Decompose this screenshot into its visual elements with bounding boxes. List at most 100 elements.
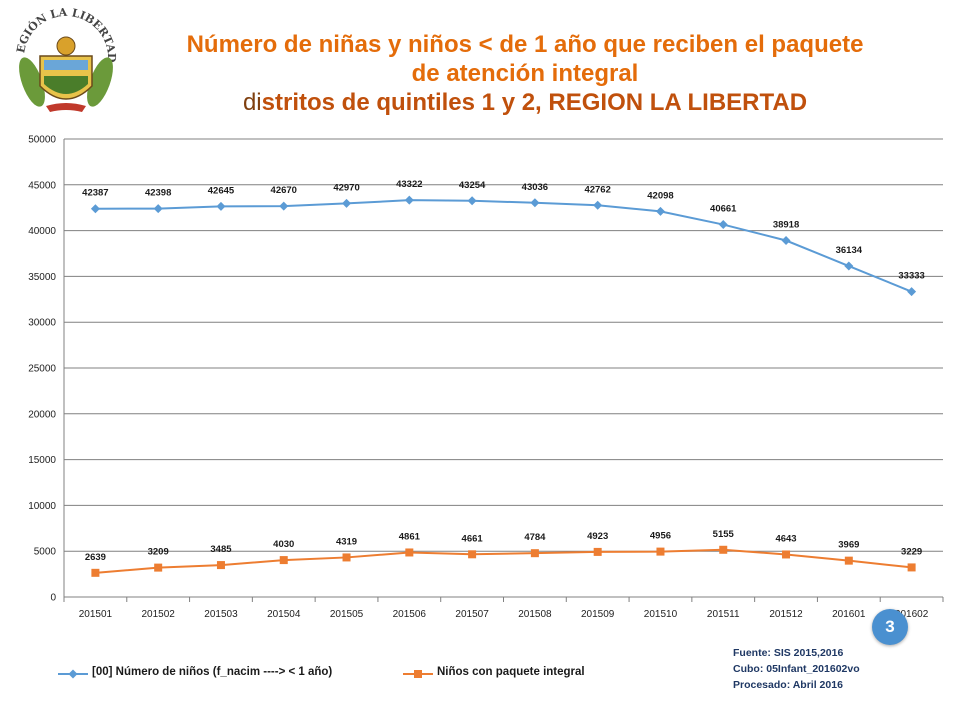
y-tick-label: 10000 bbox=[28, 501, 56, 512]
page-number-badge: 3 bbox=[872, 609, 908, 645]
x-tick-label: 201501 bbox=[79, 609, 113, 620]
data-label: 2639 bbox=[85, 552, 106, 563]
x-tick-label: 201502 bbox=[141, 609, 175, 620]
source-line: Fuente: SIS 2015,2016 bbox=[733, 647, 844, 659]
series-line-1 bbox=[95, 199, 912, 293]
data-label: 36134 bbox=[836, 245, 863, 256]
data-point-square bbox=[719, 545, 728, 554]
legend-marker-diamond-icon bbox=[58, 669, 88, 679]
data-point-square bbox=[91, 568, 100, 577]
data-label: 33333 bbox=[898, 271, 924, 282]
data-label: 4861 bbox=[399, 531, 421, 542]
data-label: 4643 bbox=[775, 533, 796, 544]
data-point-diamond bbox=[153, 204, 163, 214]
y-tick-label: 20000 bbox=[28, 409, 56, 420]
gridlines bbox=[64, 138, 943, 598]
data-point-square bbox=[782, 550, 791, 559]
y-tick-label: 50000 bbox=[28, 135, 56, 146]
data-label: 43254 bbox=[459, 180, 486, 191]
data-point-square bbox=[216, 561, 225, 570]
data-point-diamond bbox=[781, 236, 791, 246]
x-tick-label: 201601 bbox=[832, 609, 866, 620]
data-point-diamond bbox=[718, 220, 728, 230]
region-la-libertad-logo: REGIÓN LA LIBERTAD bbox=[10, 8, 118, 112]
data-point-square bbox=[844, 556, 853, 565]
data-point-diamond bbox=[216, 201, 226, 211]
data-label: 4661 bbox=[462, 533, 484, 544]
data-label: 42762 bbox=[584, 184, 610, 195]
data-label: 42398 bbox=[145, 188, 171, 199]
data-label: 4030 bbox=[273, 539, 294, 550]
data-point-square bbox=[593, 547, 602, 556]
data-label: 42645 bbox=[208, 185, 235, 196]
data-label: 3485 bbox=[210, 544, 232, 555]
data-label: 5155 bbox=[713, 529, 735, 540]
data-label: 42670 bbox=[271, 185, 297, 196]
data-point-square bbox=[656, 547, 665, 556]
data-label: 42387 bbox=[82, 188, 108, 199]
y-tick-label: 35000 bbox=[28, 272, 56, 283]
y-tick-label: 45000 bbox=[28, 180, 56, 191]
cube-line: Cubo: 05Infant_201602vo bbox=[733, 663, 860, 675]
y-axis: 0 5000 10000 15000 20000 25000 30000 35000 40000… bbox=[28, 135, 65, 604]
data-label: 4319 bbox=[336, 536, 357, 547]
data-label: 38918 bbox=[773, 220, 799, 231]
legend-marker-square-icon bbox=[403, 670, 433, 678]
data-point-diamond bbox=[655, 206, 665, 216]
x-tick-label: 201509 bbox=[581, 609, 615, 620]
data-point-diamond bbox=[844, 261, 854, 271]
y-tick-label: 25000 bbox=[28, 364, 56, 375]
title-line-2: de atención integral bbox=[411, 60, 639, 87]
data-point-diamond bbox=[593, 200, 603, 210]
x-axis: 201501 201502 201503 201504 201505 201506 2015… bbox=[63, 596, 944, 620]
data-label: 40661 bbox=[710, 204, 737, 215]
x-tick-label: 201504 bbox=[267, 609, 301, 620]
title-line-3: distritos de quintiles 1 y 2, REGION LA … bbox=[130, 88, 920, 117]
data-point-diamond bbox=[90, 204, 100, 214]
x-tick-label: 201503 bbox=[204, 609, 238, 620]
data-label: 3209 bbox=[148, 547, 169, 558]
x-tick-label: 201505 bbox=[330, 609, 364, 620]
x-tick-label: 201508 bbox=[518, 609, 552, 620]
data-point-diamond bbox=[342, 198, 352, 208]
data-point-square bbox=[468, 550, 477, 559]
data-label: 4784 bbox=[524, 532, 546, 543]
y-tick-label: 40000 bbox=[28, 226, 56, 237]
data-label: 43036 bbox=[522, 182, 548, 193]
data-point-diamond bbox=[530, 198, 540, 208]
data-label: 3969 bbox=[838, 540, 859, 551]
y-tick-label: 0 bbox=[50, 593, 56, 604]
x-tick-label: 201506 bbox=[393, 609, 427, 620]
legend-label-series-1: [00] Número de niños (f_nacim ----> < 1 … bbox=[92, 666, 333, 678]
x-tick-label: 201507 bbox=[455, 609, 489, 620]
data-label: 4923 bbox=[587, 531, 608, 542]
data-label: 43322 bbox=[396, 179, 422, 190]
title-line-3-rest: stritos de quintiles 1 y 2, REGION LA LI… bbox=[261, 89, 808, 116]
data-labels: 42387 42398 42645 42670 42970 43322 43254 43036… bbox=[82, 179, 925, 563]
data-point-square bbox=[530, 549, 539, 558]
data-label: 42098 bbox=[647, 190, 673, 201]
x-tick-label: 201602 bbox=[895, 609, 929, 620]
data-point-diamond bbox=[404, 195, 414, 205]
source-info: Fuente: SIS 2015,2016 Cubo: 05Infant_201… bbox=[733, 645, 860, 693]
x-tick-label: 201511 bbox=[707, 609, 740, 620]
title-line-1: Número de niñas y niños < de 1 año que r… bbox=[186, 31, 864, 58]
data-point-diamond bbox=[907, 287, 917, 297]
x-tick-label: 201510 bbox=[644, 609, 678, 620]
data-point-diamond bbox=[467, 196, 477, 206]
data-point-square bbox=[405, 548, 414, 557]
data-point-square bbox=[154, 563, 163, 572]
y-tick-label: 5000 bbox=[34, 547, 57, 558]
series-line-2 bbox=[95, 548, 912, 574]
data-label: 3229 bbox=[901, 546, 922, 557]
series bbox=[90, 195, 917, 577]
data-point-square bbox=[279, 556, 288, 565]
slide-title: Número de niñas y niños < de 1 año que r… bbox=[130, 30, 920, 117]
data-point-square bbox=[342, 553, 351, 562]
x-tick-label: 201512 bbox=[769, 609, 803, 620]
data-point-diamond bbox=[279, 201, 289, 211]
title-line-3-prefix: di bbox=[242, 89, 262, 116]
legend-label-series-2: Niños con paquete integral bbox=[437, 666, 585, 678]
data-label: 42970 bbox=[333, 182, 359, 193]
